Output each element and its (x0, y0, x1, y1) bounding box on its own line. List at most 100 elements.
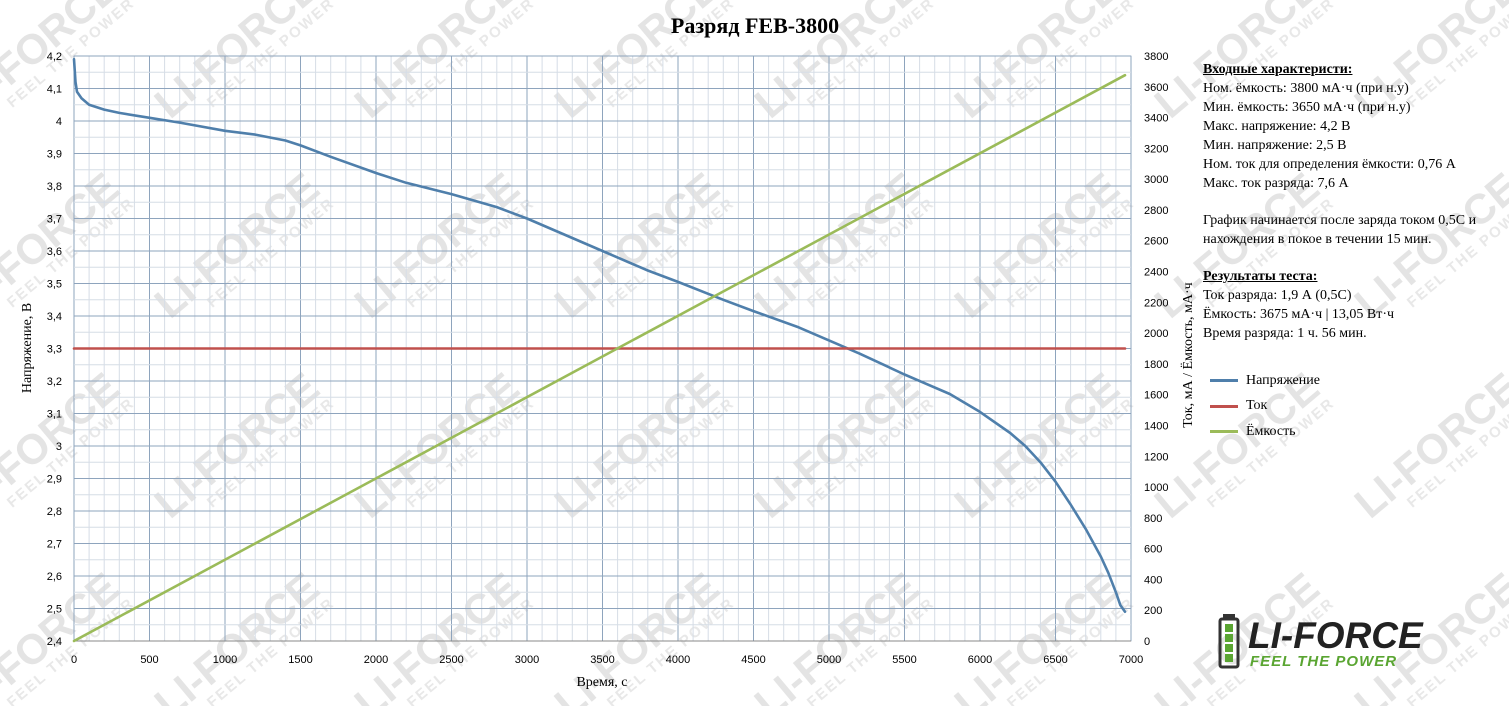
y-tick-label: 3,9 (47, 149, 62, 161)
logo-tagline: FEEL THE POWER (1250, 653, 1397, 670)
legend-label-capacity: Ёмкость (1246, 423, 1296, 439)
y-tick-label: 3,5 (47, 279, 62, 291)
x-tick-label: 7000 (1119, 654, 1143, 666)
y2-tick-label: 400 (1144, 574, 1162, 586)
battery-icon (1218, 614, 1240, 669)
legend-swatch-current (1210, 404, 1238, 408)
y2-axis-label: Ток, мА / Ёмкость, мА·ч (1179, 282, 1196, 427)
y2-tick-label: 800 (1144, 513, 1162, 525)
x-tick-label: 1500 (288, 654, 312, 666)
y-tick-label: 2,6 (47, 571, 62, 583)
result-line-current: Ток разряда: 1,9 А (0,5С) (1203, 288, 1352, 303)
y-tick-label: 3,2 (47, 376, 62, 388)
x-tick-label: 3000 (515, 654, 539, 666)
y-tick-label: 3,6 (47, 246, 62, 258)
results-header: Результаты теста: (1203, 269, 1318, 284)
y-tick-label: 3 (56, 441, 62, 453)
y2-tick-label: 200 (1144, 605, 1162, 617)
y-tick-label: 2,8 (47, 506, 62, 518)
y2-tick-label: 1800 (1144, 359, 1168, 371)
y2-tick-label: 0 (1144, 636, 1150, 648)
y2-tick-label: 3000 (1144, 174, 1168, 186)
y2-tick-label: 1600 (1144, 390, 1168, 402)
x-tick-label: 5500 (892, 654, 916, 666)
input-line-nominal-capacity: Ном. ёмкость: 3800 мА·ч (при н.у) (1203, 81, 1409, 96)
logo-graphic: LI-FORCE FEEL THE POWER (1218, 614, 1424, 670)
chart-note: График начинается после заряда током 0,5… (1203, 213, 1477, 247)
legend-item-current: Ток (1210, 394, 1320, 420)
input-line-nominal-current: Ном. ток для определения ёмкости: 0,76 А (1203, 157, 1456, 172)
y-tick-label: 3,4 (47, 311, 62, 323)
y-tick-label: 4,1 (47, 84, 62, 96)
chart-title: Разряд FEB-3800 (671, 13, 839, 38)
y2-tick-label: 3600 (1144, 82, 1168, 94)
y-tick-label: 3,7 (47, 214, 62, 226)
input-line-max-voltage: Макс. напряжение: 4,2 В (1203, 119, 1351, 134)
x-axis-label: Время, с (576, 675, 627, 690)
input-characteristics-header: Входные характеристи: (1203, 62, 1353, 77)
y2-tick-label: 1200 (1144, 451, 1168, 463)
x-tick-label: 6500 (1043, 654, 1067, 666)
y2-tick-label: 1400 (1144, 420, 1168, 432)
y2-tick-label: 2000 (1144, 328, 1168, 340)
logo-brand: LI-FORCE (1248, 615, 1424, 656)
axes-layer: 0 500 1000 1500 2000 2500 3000 3500 4000 4500 5000… (47, 51, 1169, 666)
y2-tick-label: 2600 (1144, 236, 1168, 248)
chart-legend: Напряжение Ток Ёмкость (1210, 368, 1320, 445)
x-tick-label: 5000 (817, 654, 841, 666)
x-tick-label: 500 (140, 654, 158, 666)
y2-tick-label: 3800 (1144, 51, 1168, 63)
watermark-text: LI-FORCE (546, 363, 728, 526)
legend-item-capacity: Ёмкость (1210, 419, 1320, 445)
legend-item-voltage: Напряжение (1210, 368, 1320, 394)
y2-tick-label: 2400 (1144, 267, 1168, 279)
input-line-min-voltage: Мин. напряжение: 2,5 В (1203, 138, 1347, 153)
x-tick-label: 1000 (213, 654, 237, 666)
y-tick-label: 4 (56, 116, 62, 128)
series-layer (72, 57, 1127, 643)
result-line-time: Время разряда: 1 ч. 56 мин. (1203, 326, 1367, 341)
x-tick-label: 0 (71, 654, 77, 666)
x-tick-label: 4500 (741, 654, 765, 666)
y2-tick-label: 2200 (1144, 297, 1168, 309)
y-tick-label: 3,8 (47, 181, 62, 193)
legend-swatch-voltage (1210, 379, 1238, 383)
legend-swatch-capacity (1210, 430, 1238, 434)
y2-tick-label: 600 (1144, 544, 1162, 556)
y-axis-label: Напряжение, В (20, 303, 35, 393)
info-panel: Входные характеристи: Ном. ёмкость: 3800… (1203, 60, 1503, 343)
y-tick-label: 2,7 (47, 539, 62, 551)
series-voltage-line (72, 57, 1127, 613)
series-capacity-line (72, 73, 1127, 643)
y-tick-label: 3,3 (47, 344, 62, 356)
y-tick-label: 4,2 (47, 51, 62, 63)
legend-label-current: Ток (1246, 398, 1268, 414)
result-line-capacity: Ёмкость: 3675 мА·ч | 13,05 Вт·ч (1203, 307, 1395, 322)
x-tick-label: 6000 (968, 654, 992, 666)
legend-label-voltage: Напряжение (1246, 372, 1320, 388)
input-line-min-capacity: Мин. ёмкость: 3650 мА·ч (при н.у) (1203, 100, 1411, 115)
x-tick-label: 2500 (439, 654, 463, 666)
y2-tick-label: 3200 (1144, 143, 1168, 155)
x-tick-label: 2000 (364, 654, 388, 666)
watermark-text: LI-FORCE (746, 363, 928, 526)
x-tick-label: 3500 (590, 654, 614, 666)
y-tick-label: 2,9 (47, 474, 62, 486)
y2-tick-label: 3400 (1144, 113, 1168, 125)
input-line-max-current: Макс. ток разряда: 7,6 А (1203, 176, 1349, 191)
